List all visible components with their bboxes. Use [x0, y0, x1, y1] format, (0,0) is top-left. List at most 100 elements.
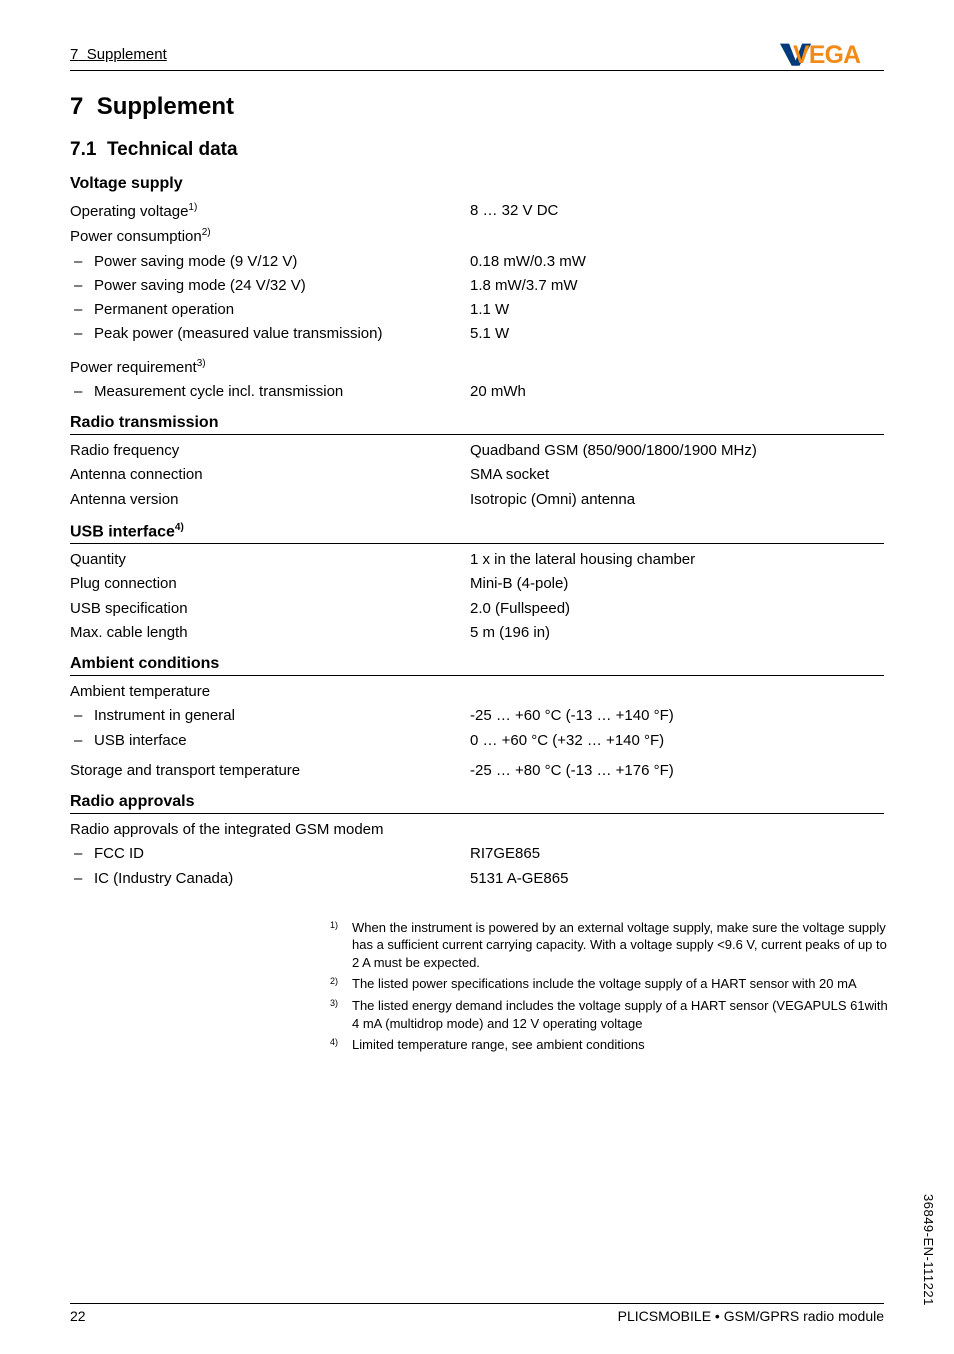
row-storage: Storage and transport temperature -25 … …: [70, 759, 884, 783]
pc-item-value: 1.8 mW/3.7 mW: [470, 276, 884, 296]
footnote-text: The listed power specifications include …: [352, 975, 890, 993]
row-usb: USB specification 2.0 (Fullspeed): [70, 597, 884, 621]
ref-mark: 3): [197, 358, 206, 369]
row-pc-item: Power saving mode (9 V/12 V) 0.18 mW/0.3…: [70, 250, 884, 274]
chapter-number: 7: [70, 93, 83, 120]
section-number: 7.1: [70, 139, 96, 160]
row-ambient-item: USB interface 0 … +60 °C (+32 … +140 °F): [70, 729, 884, 753]
logo-text: VEGA: [793, 42, 861, 67]
row-approval-item: FCC ID RI7GE865: [70, 842, 884, 866]
row-rt: Radio frequency Quadband GSM (850/900/18…: [70, 439, 884, 463]
footnote-text: When the instrument is powered by an ext…: [352, 919, 890, 972]
ref-mark: 4): [175, 522, 184, 533]
footnote: 4) Limited temperature range, see ambien…: [330, 1036, 890, 1054]
side-code: 36849-EN-111221: [921, 1194, 936, 1306]
ref-mark: 1): [188, 202, 197, 213]
usb-interface-heading: USB interface4): [70, 522, 884, 544]
row-usb: Quantity 1 x in the lateral housing cham…: [70, 548, 884, 572]
row-pr-item: Measurement cycle incl. transmission 20 …: [70, 380, 884, 404]
approvals-intro: Radio approvals of the integrated GSM mo…: [70, 820, 884, 840]
header-section-title: Supplement: [87, 46, 167, 63]
chapter-title: Supplement: [97, 93, 234, 120]
product-line: PLICSMOBILE • GSM/GPRS radio module: [618, 1308, 884, 1324]
row-pc-item: Power saving mode (24 V/32 V) 1.8 mW/3.7…: [70, 274, 884, 298]
pc-item-value: 0.18 mW/0.3 mW: [470, 252, 884, 272]
page-number: 22: [70, 1308, 86, 1324]
row-power-requirement: Power requirement3): [70, 355, 884, 380]
row-approvals-intro: Radio approvals of the integrated GSM mo…: [70, 818, 884, 842]
approval-value: RI7GE865: [470, 844, 884, 864]
operating-voltage-value: 8 … 32 V DC: [470, 201, 884, 221]
row-ambient-item: Instrument in general -25 … +60 °C (-13 …: [70, 704, 884, 728]
row-power-consumption: Power consumption2): [70, 224, 884, 249]
pr-item-label: Measurement cycle incl. transmission: [70, 382, 470, 402]
footnotes: 1) When the instrument is powered by an …: [330, 919, 890, 1054]
row-operating-voltage: Operating voltage1) 8 … 32 V DC: [70, 199, 884, 224]
ambient-item-label: Instrument in general: [70, 706, 470, 726]
rt-value: SMA socket: [470, 465, 884, 485]
approval-label: FCC ID: [70, 844, 470, 864]
pc-item-value: 5.1 W: [470, 324, 884, 344]
footnote: 2) The listed power specifications inclu…: [330, 975, 890, 993]
rt-label: Antenna version: [70, 490, 470, 510]
row-rt: Antenna version Isotropic (Omni) antenna: [70, 488, 884, 512]
pc-item-label: Permanent operation: [70, 300, 470, 320]
header-section-number: 7: [70, 46, 78, 63]
usb-value: 1 x in the lateral housing chamber: [470, 550, 884, 570]
storage-value: -25 … +80 °C (-13 … +176 °F): [470, 761, 884, 781]
row-pc-item: Peak power (measured value transmission)…: [70, 322, 884, 346]
footnote-text: The listed energy demand includes the vo…: [352, 997, 890, 1032]
approval-label: IC (Industry Canada): [70, 869, 470, 889]
ambient-heading: Ambient conditions: [70, 655, 884, 676]
usb-value: Mini-B (4-pole): [470, 574, 884, 594]
footnote-mark: 3): [330, 997, 352, 1032]
page: 7 Supplement VEGA 7 Supplement 7.1 Techn…: [0, 0, 954, 1354]
pc-item-value: 1.1 W: [470, 300, 884, 320]
operating-voltage-label: Operating voltage1): [70, 201, 470, 222]
approval-value: 5131 A-GE865: [470, 869, 884, 889]
footnote-text: Limited temperature range, see ambient c…: [352, 1036, 890, 1054]
power-requirement-label: Power requirement3): [70, 357, 470, 378]
rt-label: Antenna connection: [70, 465, 470, 485]
footnote-mark: 1): [330, 919, 352, 972]
ambient-item-value: -25 … +60 °C (-13 … +140 °F): [470, 706, 884, 726]
row-usb: Plug connection Mini-B (4-pole): [70, 572, 884, 596]
vega-logo: VEGA: [780, 42, 884, 66]
rt-label: Radio frequency: [70, 441, 470, 461]
usb-label: Max. cable length: [70, 623, 470, 643]
ref-mark: 2): [202, 227, 211, 238]
header-section-label: 7 Supplement: [70, 46, 167, 63]
ambient-item-label: USB interface: [70, 731, 470, 751]
voltage-supply-heading: Voltage supply: [70, 175, 884, 193]
usb-label: Plug connection: [70, 574, 470, 594]
usb-label: Quantity: [70, 550, 470, 570]
radio-approvals-heading: Radio approvals: [70, 793, 884, 814]
row-pc-item: Permanent operation 1.1 W: [70, 298, 884, 322]
radio-transmission-heading: Radio transmission: [70, 414, 884, 435]
rt-value: Quadband GSM (850/900/1800/1900 MHz): [470, 441, 884, 461]
vega-logo-svg: VEGA: [780, 41, 884, 67]
row-usb: Max. cable length 5 m (196 in): [70, 621, 884, 645]
usb-label: USB specification: [70, 599, 470, 619]
storage-label: Storage and transport temperature: [70, 761, 470, 781]
page-header: 7 Supplement VEGA: [70, 42, 884, 71]
usb-value: 2.0 (Fullspeed): [470, 599, 884, 619]
row-rt: Antenna connection SMA socket: [70, 463, 884, 487]
pc-item-label: Peak power (measured value transmission): [70, 324, 470, 344]
pc-item-label: Power saving mode (9 V/12 V): [70, 252, 470, 272]
ambient-temp-label: Ambient temperature: [70, 682, 470, 702]
row-ambient-temp: Ambient temperature: [70, 680, 884, 704]
power-consumption-label: Power consumption2): [70, 226, 470, 247]
rt-value: Isotropic (Omni) antenna: [470, 490, 884, 510]
pc-item-label: Power saving mode (24 V/32 V): [70, 276, 470, 296]
footnote: 3) The listed energy demand includes the…: [330, 997, 890, 1032]
usb-value: 5 m (196 in): [470, 623, 884, 643]
footnote-mark: 4): [330, 1036, 352, 1054]
footnote-mark: 2): [330, 975, 352, 993]
footnote: 1) When the instrument is powered by an …: [330, 919, 890, 972]
ambient-item-value: 0 … +60 °C (+32 … +140 °F): [470, 731, 884, 751]
pr-item-value: 20 mWh: [470, 382, 884, 402]
chapter-heading: 7 Supplement: [70, 93, 884, 121]
section-title: Technical data: [107, 139, 238, 160]
row-approval-item: IC (Industry Canada) 5131 A-GE865: [70, 867, 884, 891]
